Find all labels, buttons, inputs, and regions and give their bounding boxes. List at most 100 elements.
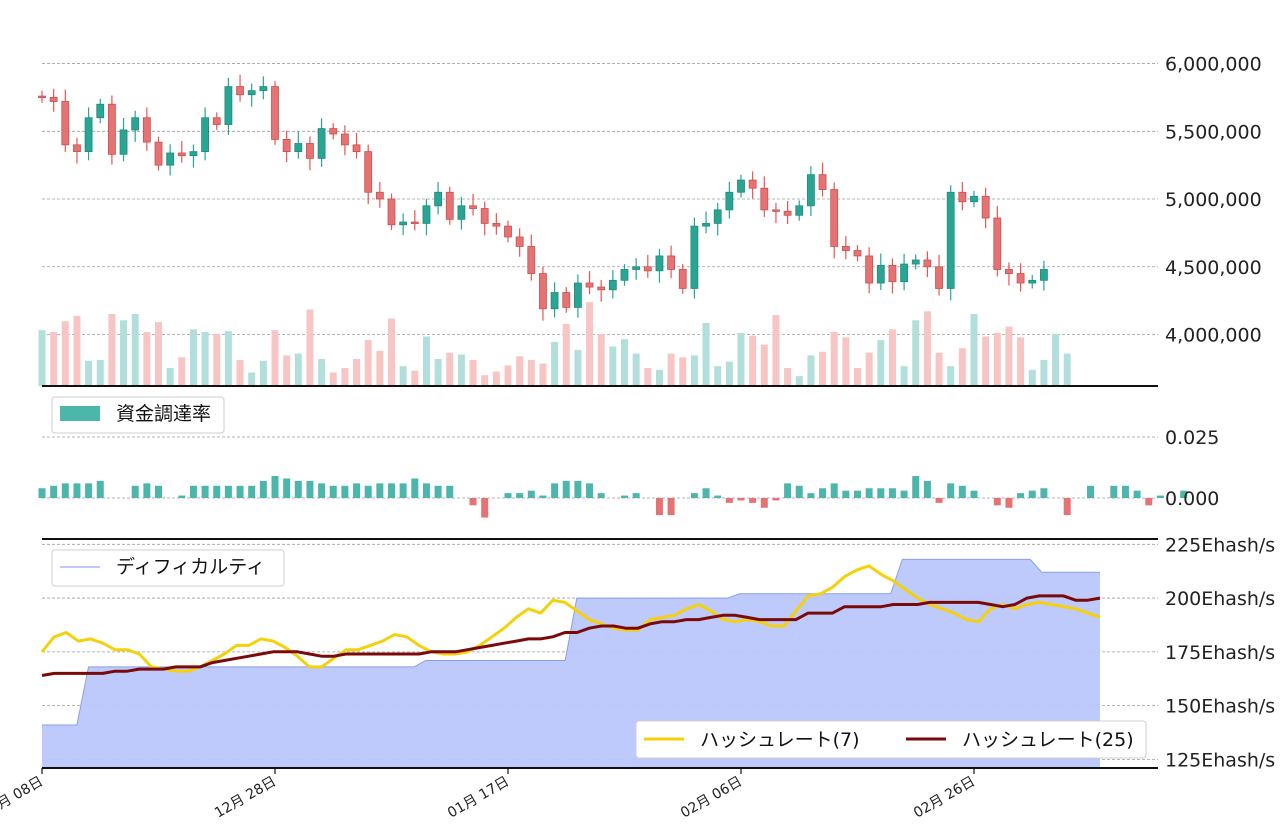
funding-bar [970,490,978,498]
funding-bar [772,498,780,501]
funding-bar [993,498,1001,506]
difficulty-line [42,558,1100,726]
funding-bar [819,488,827,498]
candle-body [993,217,1002,270]
funding-bar [1028,490,1036,498]
candle-body [108,103,116,155]
candle-body [154,141,163,166]
x-tick-label: 01月 17日 [445,774,512,822]
funding-grid [42,436,1158,499]
volume-bar [143,332,151,386]
funding-bar [73,483,81,498]
candle-body [585,282,594,288]
hashrate25-line [41,594,1101,677]
volume-bar [679,357,687,386]
hashrate-tick-label: 175Ehash/s [1165,642,1275,664]
hashrate25-legend-label: ハッシュレート(25) [962,729,1134,751]
funding-bar [306,480,314,498]
volume-bar [96,359,104,386]
candle-body [667,255,675,270]
funding-bar [201,485,209,498]
funding-bar [96,480,104,498]
funding-bar [178,495,186,498]
candle-body [795,205,804,216]
funding-bar [318,483,326,498]
funding-bar [784,483,792,498]
funding-bar [947,483,955,498]
price-tick-label: 4,000,000 [1165,325,1262,347]
candle-body [911,259,920,265]
volume-bar [376,350,384,386]
hashrate-tick-label: 225Ehash/s [1165,534,1275,556]
funding-bar [271,476,279,498]
candle-body [632,266,641,270]
candle-body [970,195,978,203]
x-tick-label: 02月 06日 [678,774,745,822]
volume-bar [912,320,920,386]
candle-body [422,205,431,224]
funding-bar [504,493,512,498]
funding-bar [621,495,628,498]
hashrate-panel: 125Ehash/s 150Ehash/s 175Ehash/s 200Ehash/s… [40,534,1275,771]
candle-body [119,129,128,155]
funding-bar [399,483,407,498]
volume-bar [201,332,209,386]
funding-bar [1121,485,1129,498]
volume-bar [318,359,326,386]
candle-body [306,143,314,159]
volume-bar [621,339,628,386]
volume-bar [667,353,675,386]
legend-swatch [60,406,100,421]
volume-bar [632,353,640,386]
volume-bar [982,336,990,386]
volume-bar [749,335,757,386]
funding-bar [574,480,582,498]
candle-body [690,225,699,289]
volume-bar [73,315,81,386]
funding-bar [1005,498,1013,508]
difficulty-legend-label: ディフィカルティ [116,556,265,578]
volume-bar [970,314,978,386]
difficulty-legend: ディフィカルティ [51,549,285,587]
volume-bar [224,331,232,386]
candle-body [818,174,827,190]
candle-body [935,266,943,289]
volume-bar [923,311,931,386]
hashrate-tick-label: 150Ehash/s [1165,696,1275,718]
candle-body [574,282,582,308]
volume-bar [865,352,873,386]
candle-body [923,259,932,268]
funding-bar [388,483,395,498]
candle-body [61,101,70,146]
funding-bar [923,480,931,498]
candle-body [643,266,652,272]
funding-bar [1180,490,1188,498]
candle-body [480,208,489,224]
funding-bar [877,488,885,498]
funding-bar [737,498,745,501]
funding-bar [353,483,361,498]
candle-body [981,195,990,219]
funding-bar [795,485,803,498]
funding-bar [888,488,896,498]
candle-body [550,292,559,310]
candle-body [469,205,477,209]
volume-bar [702,323,710,386]
price-tick-label: 5,500,000 [1165,121,1262,143]
funding-bar [131,485,139,498]
funding-bar [527,490,535,498]
candle-body [830,189,839,247]
candle-body [492,223,501,227]
candle-body [247,90,256,96]
candle-body [1016,273,1025,284]
volume-bar [877,340,885,386]
volume-bar [236,359,244,386]
funding-bar [422,483,430,498]
candle-body [131,117,140,131]
volume-bar [516,356,524,386]
candle-body [1040,269,1048,281]
candle-body [876,265,885,284]
hashrate7-legend-label: ハッシュレート(7) [700,729,860,751]
candle-body [317,128,326,159]
